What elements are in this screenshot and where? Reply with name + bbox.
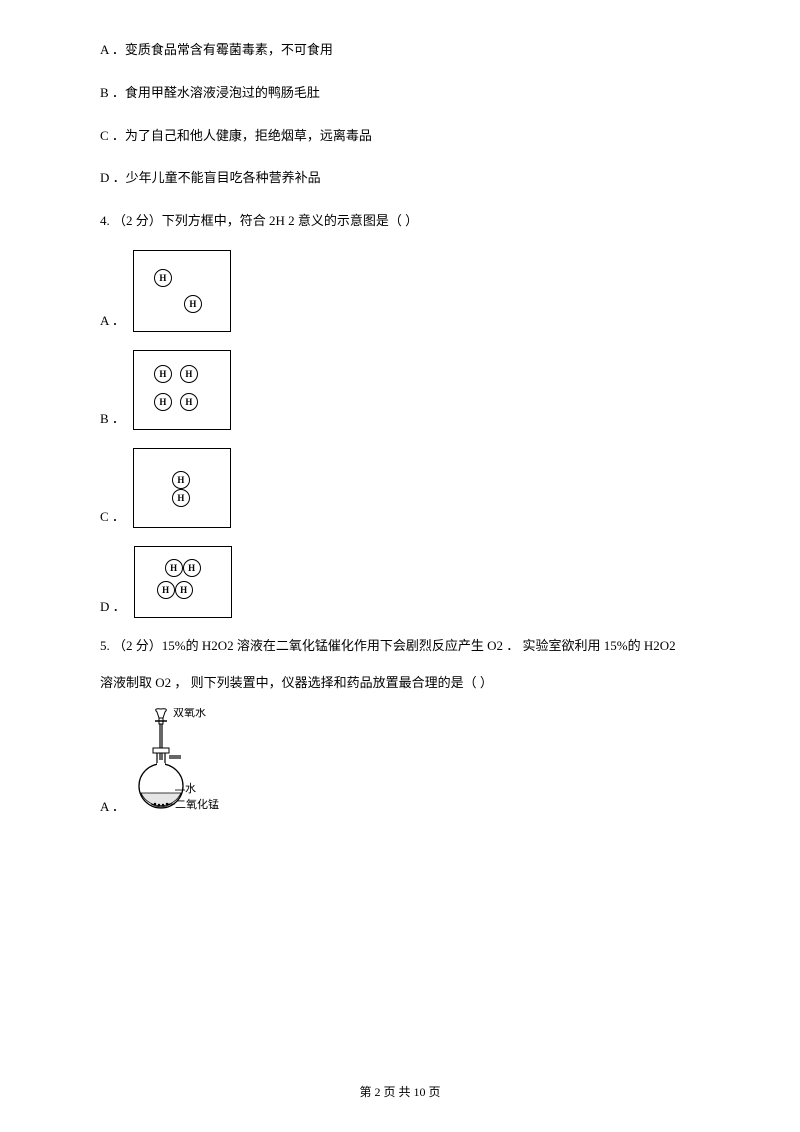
svg-text:双氧水: 双氧水 [173, 708, 206, 719]
page-footer: 第 2 页 共 10 页 [0, 1083, 800, 1102]
svg-text:二氧化锰: 二氧化锰 [175, 797, 219, 811]
h-atom: H [172, 471, 190, 489]
q4-a-letter: A ． [100, 311, 125, 332]
q4-stem: 4. （2 分）下列方框中，符合 2H 2 意义的示意图是（ ） [100, 211, 700, 232]
h-atom: H [154, 393, 172, 411]
q5-option-a: A ． 双氧水 水 二氧化锰 [100, 708, 700, 818]
q3-option-a: A ．变质食品常含有霉菌毒素，不可食用 [100, 40, 700, 61]
h-atom: H [165, 559, 183, 577]
q4-option-d: D ． HHHH [100, 546, 700, 618]
q3-option-d: D ．少年儿童不能盲目吃各种营养补品 [100, 168, 700, 189]
h-atom: H [183, 559, 201, 577]
q4-option-b: B ． HHHH [100, 350, 700, 430]
h-atom: H [175, 581, 193, 599]
h-atom: H [184, 295, 202, 313]
q4-diagram-b: HHHH [133, 350, 231, 430]
q3-option-b: B ．食用甲醛水溶液浸泡过的鸭肠毛肚 [100, 83, 700, 104]
q5-stem-line2: 溶液制取 O2 ， 则下列装置中，仪器选择和药品放置最合理的是（ ） [100, 673, 700, 694]
q5-apparatus-a: 双氧水 水 二氧化锰 [133, 708, 243, 818]
h-atom: H [180, 365, 198, 383]
q4-d-letter: D ． [100, 597, 126, 618]
h-atom: H [157, 581, 175, 599]
q4-option-a: A ． HH [100, 250, 700, 332]
q4-option-c: C ． HH [100, 448, 700, 528]
svg-text:水: 水 [185, 782, 196, 795]
h-atom: H [154, 269, 172, 287]
h-atom: H [172, 489, 190, 507]
h-atom: H [180, 393, 198, 411]
q3-option-c: C ．为了自己和他人健康，拒绝烟草，远离毒品 [100, 126, 700, 147]
q4-diagram-c: HH [133, 448, 231, 528]
q4-c-letter: C ． [100, 507, 125, 528]
q5-stem-line1: 5. （2 分）15%的 H2O2 溶液在二氧化锰催化作用下会剧烈反应产生 O2… [100, 636, 700, 657]
q5-a-letter: A ． [100, 797, 125, 818]
q4-b-letter: B ． [100, 409, 125, 430]
q4-diagram-d: HHHH [134, 546, 232, 618]
q4-diagram-a: HH [133, 250, 231, 332]
h-atom: H [154, 365, 172, 383]
